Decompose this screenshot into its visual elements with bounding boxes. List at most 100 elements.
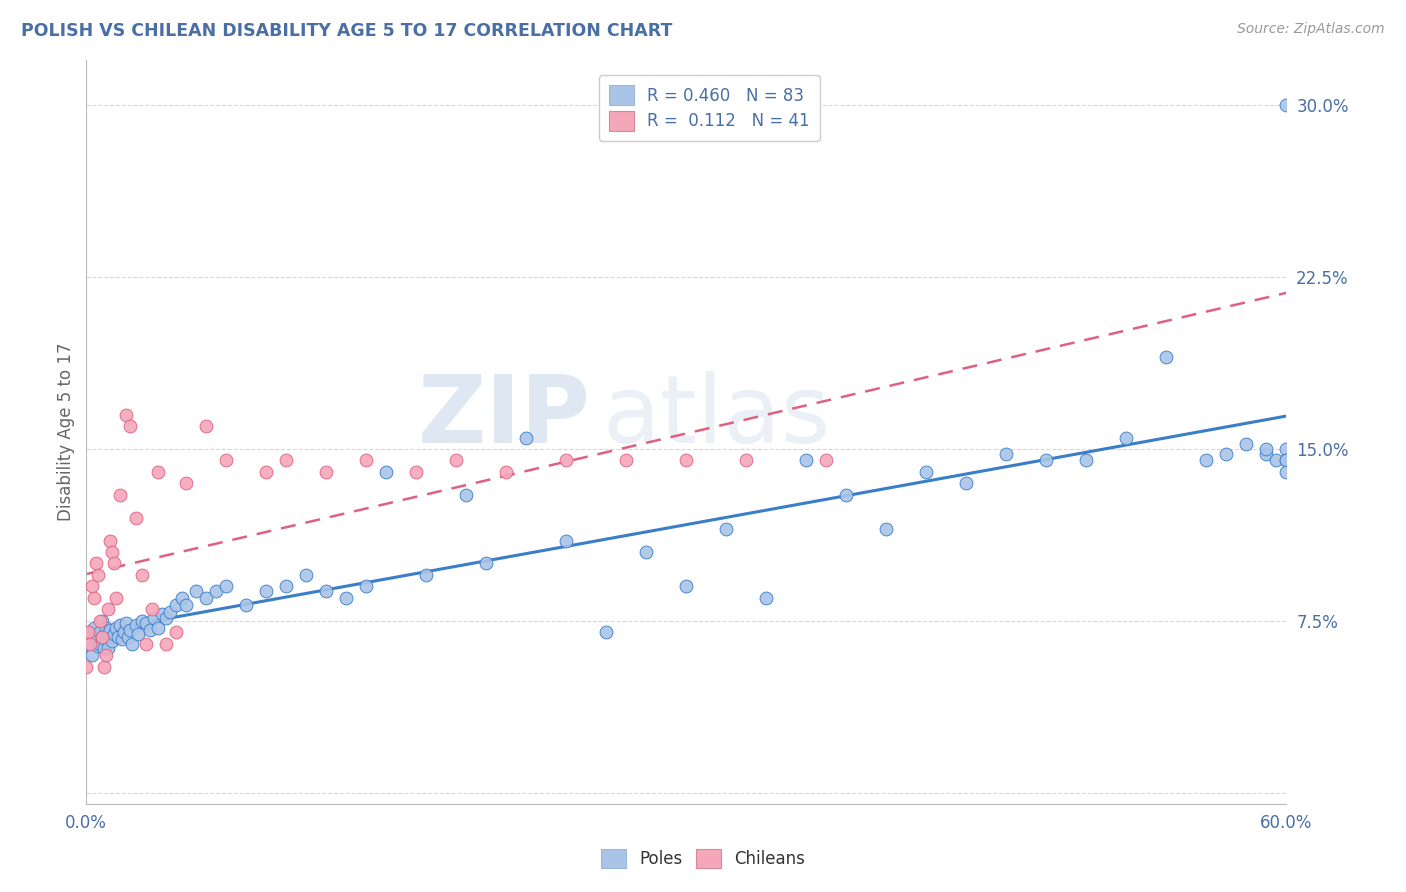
Point — [112, 625, 135, 640]
Point — [1035, 453, 1057, 467]
Point — [115, 408, 138, 422]
Point — [105, 621, 128, 635]
Point — [315, 584, 337, 599]
Point — [125, 510, 148, 524]
Text: Source: ZipAtlas.com: Source: ZipAtlas.com — [1237, 22, 1385, 37]
Point — [91, 614, 114, 628]
Point — [716, 522, 738, 536]
Point — [93, 659, 115, 673]
Point — [165, 625, 187, 640]
Point — [375, 465, 398, 479]
Text: POLISH VS CHILEAN DISABILITY AGE 5 TO 17 CORRELATION CHART: POLISH VS CHILEAN DISABILITY AGE 5 TO 17… — [21, 22, 672, 40]
Point — [96, 648, 118, 662]
Point — [675, 579, 697, 593]
Point — [1275, 453, 1298, 467]
Point — [83, 591, 105, 605]
Point — [1256, 442, 1278, 456]
Point — [195, 591, 218, 605]
Point — [176, 598, 198, 612]
Point — [446, 453, 468, 467]
Point — [915, 465, 938, 479]
Point — [456, 488, 478, 502]
Point — [955, 476, 977, 491]
Point — [91, 630, 114, 644]
Point — [96, 632, 118, 646]
Point — [215, 453, 238, 467]
Point — [77, 637, 100, 651]
Point — [405, 465, 427, 479]
Point — [176, 476, 198, 491]
Point — [98, 533, 121, 548]
Point — [148, 465, 170, 479]
Point — [89, 625, 111, 640]
Point — [75, 659, 97, 673]
Point — [96, 621, 118, 635]
Point — [215, 579, 238, 593]
Point — [356, 579, 378, 593]
Point — [155, 637, 177, 651]
Point — [1236, 437, 1258, 451]
Point — [835, 488, 858, 502]
Point — [1115, 430, 1137, 444]
Point — [131, 568, 153, 582]
Point — [127, 627, 149, 641]
Point — [172, 591, 194, 605]
Point — [186, 584, 208, 599]
Point — [159, 605, 181, 619]
Point — [79, 625, 101, 640]
Point — [84, 557, 107, 571]
Point — [141, 602, 163, 616]
Point — [135, 615, 157, 630]
Point — [82, 648, 104, 662]
Text: ZIP: ZIP — [418, 371, 591, 463]
Point — [87, 639, 110, 653]
Point — [139, 623, 162, 637]
Point — [117, 630, 139, 644]
Point — [1275, 453, 1298, 467]
Point — [97, 627, 120, 641]
Point — [796, 453, 818, 467]
Point — [89, 637, 111, 651]
Point — [335, 591, 357, 605]
Point — [1275, 465, 1298, 479]
Point — [614, 453, 637, 467]
Point — [595, 625, 617, 640]
Point — [120, 623, 142, 637]
Point — [103, 557, 125, 571]
Point — [77, 625, 100, 640]
Point — [1275, 442, 1298, 456]
Point — [115, 615, 138, 630]
Point — [107, 630, 129, 644]
Point — [276, 453, 298, 467]
Point — [254, 584, 277, 599]
Point — [135, 637, 157, 651]
Point — [995, 446, 1018, 460]
Point — [97, 641, 120, 656]
Point — [815, 453, 838, 467]
Point — [515, 430, 537, 444]
Point — [103, 627, 125, 641]
Point — [1275, 98, 1298, 112]
Point — [91, 630, 114, 644]
Point — [415, 568, 437, 582]
Point — [276, 579, 298, 593]
Point — [110, 488, 132, 502]
Point — [675, 453, 697, 467]
Point — [636, 545, 658, 559]
Point — [155, 611, 177, 625]
Point — [295, 568, 318, 582]
Point — [93, 641, 115, 656]
Point — [89, 614, 111, 628]
Point — [1265, 453, 1288, 467]
Point — [79, 637, 101, 651]
Text: atlas: atlas — [602, 371, 831, 463]
Point — [356, 453, 378, 467]
Point — [555, 533, 578, 548]
Point — [101, 545, 124, 559]
Point — [495, 465, 517, 479]
Point — [120, 419, 142, 434]
Point — [131, 614, 153, 628]
Point — [315, 465, 337, 479]
Point — [105, 591, 128, 605]
Legend: R = 0.460   N = 83, R =  0.112   N = 41: R = 0.460 N = 83, R = 0.112 N = 41 — [599, 76, 820, 141]
